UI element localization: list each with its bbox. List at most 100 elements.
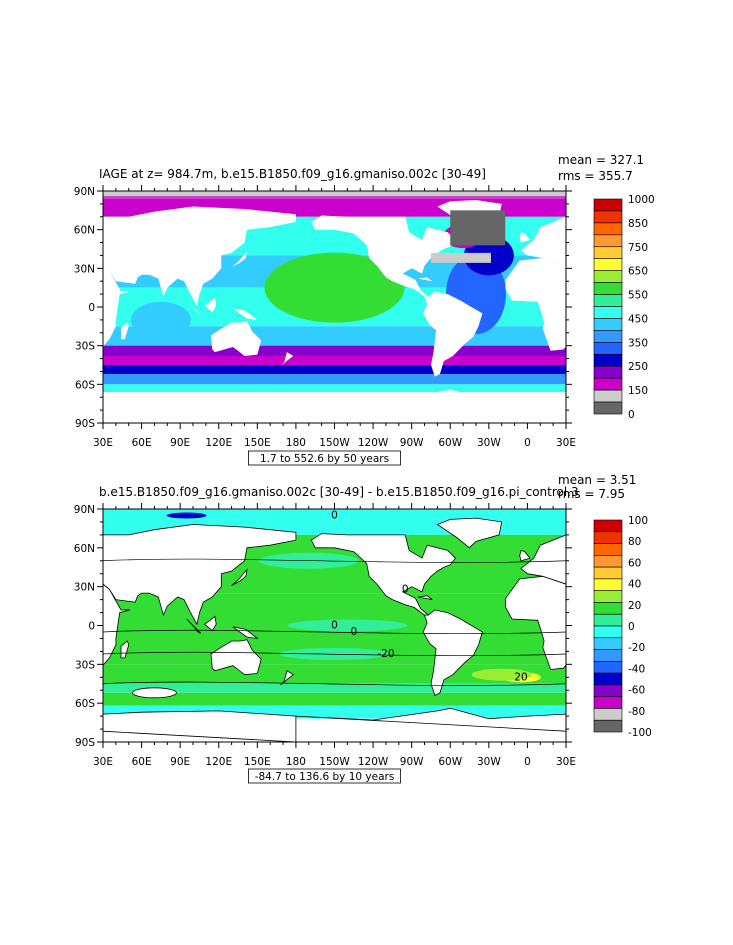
land-africa (505, 575, 566, 670)
ocean-band (103, 692, 566, 706)
x-tick-label: 30W (477, 437, 501, 449)
ocean-band (103, 365, 566, 375)
colorbar-label: 250 (628, 361, 648, 373)
ocean-band (103, 355, 566, 365)
colorbar-swatch (593, 719, 623, 733)
colorbar-label: 20 (628, 600, 641, 612)
x-tick-label: 90W (400, 437, 424, 449)
land-borneo (668, 298, 680, 312)
x-tick-label: 150E (244, 756, 271, 768)
colorbar-swatch (593, 294, 623, 307)
land-japan (695, 570, 710, 586)
colorbar-label: 0 (628, 409, 635, 421)
land-samerica (0, 292, 19, 377)
ocean-band (103, 345, 566, 356)
y-tick-label: 90S (75, 737, 95, 749)
contour-line (103, 558, 566, 563)
land-australia (674, 321, 724, 356)
x-tick-label: 30E (93, 437, 113, 449)
arctic-negative (166, 512, 207, 519)
y-tick-label: 30S (75, 341, 95, 353)
land-samerica (0, 610, 19, 695)
colorbar-swatch (593, 401, 623, 415)
y-tick-label: 60N (74, 225, 95, 237)
y-tick-label: 30S (75, 659, 95, 671)
land-greenland (0, 518, 39, 548)
arctic-gray (103, 191, 566, 197)
land-newguinea (696, 627, 720, 639)
y-tick-label: 0 (88, 302, 95, 314)
land-newguinea (232, 626, 259, 639)
y-tick-label: 30N (74, 582, 95, 594)
land-borneo (204, 298, 217, 313)
ocean-band (103, 374, 566, 385)
colorbar-swatch (593, 210, 623, 224)
x-tick-label: 60E (132, 437, 152, 449)
land-samerica (422, 609, 483, 696)
land-africa (103, 265, 130, 347)
colorbar-swatch (593, 708, 623, 721)
colorbar-swatch (593, 555, 623, 568)
mean-stat: mean = 327.1 (558, 153, 644, 167)
colorbar-swatch (593, 258, 623, 271)
land-borneo (668, 616, 680, 630)
range-note: 1.7 to 552.6 by 50 years (260, 453, 389, 465)
land-australia (210, 639, 262, 676)
gray-region (430, 252, 491, 263)
land-greenland (0, 200, 39, 230)
contour-label: 0 (350, 626, 357, 638)
land-madagascar (121, 322, 129, 340)
land-antarctica (103, 710, 297, 742)
colorbar-label: 60 (628, 557, 641, 569)
x-tick-label: 150E (244, 437, 271, 449)
colorbar-swatch (593, 661, 623, 674)
colorbar-swatch (593, 672, 623, 686)
colorbar-label: 450 (628, 313, 648, 325)
contour-line (103, 629, 566, 635)
chart-title: b.e15.B1850.f09_g16.gmaniso.002c [30-49]… (99, 485, 579, 499)
x-tick-label: 60W (438, 437, 462, 449)
colorbar-swatch (593, 365, 623, 379)
colorbar-swatch (593, 637, 623, 650)
y-tick-label: 90N (74, 186, 95, 198)
colorbar-label: 80 (628, 536, 641, 548)
colorbar-label: 650 (628, 266, 648, 278)
x-tick-label: 150W (319, 756, 350, 768)
x-tick-label: 120W (358, 756, 389, 768)
land-japan (695, 252, 710, 267)
x-tick-label: 120W (358, 437, 389, 449)
land-madagascar (120, 640, 130, 659)
indian-ocean-water (130, 301, 191, 338)
colorbar-label: 1000 (628, 194, 655, 206)
rms-stat: rms = 355.7 (558, 169, 633, 183)
colorbar-label: 0 (628, 621, 635, 633)
contour-line (103, 651, 566, 657)
colorbar-swatch (593, 234, 623, 248)
land-madagascar (584, 323, 592, 340)
colorbar-label: 150 (628, 385, 648, 397)
colorbar-swatch (593, 198, 623, 212)
colorbar-swatch (593, 270, 623, 283)
equatorial-band (287, 619, 408, 632)
x-tick-label: 120E (205, 756, 232, 768)
land-sumatra (186, 618, 201, 634)
y-tick-label: 60N (74, 543, 95, 555)
land-uk (57, 232, 67, 242)
contour-label: 0 (331, 620, 338, 632)
land-borneo (203, 615, 217, 632)
land-cuba (418, 595, 433, 600)
x-tick-label: 30W (477, 756, 501, 768)
x-tick-label: 30E (556, 756, 576, 768)
contour-line (103, 681, 566, 686)
colorbar-swatch (593, 613, 623, 627)
colorbar-swatch (593, 282, 623, 295)
land-australia (674, 640, 724, 675)
colorbar-swatch (593, 377, 623, 391)
land-eurasia (103, 206, 296, 306)
map-field (0, 191, 724, 423)
land-madagascar (584, 641, 592, 658)
rms-stat: rms = 7.95 (558, 487, 625, 501)
colorbar-label: 40 (628, 579, 641, 591)
missing-greenland-sea (450, 210, 506, 246)
mean-stat: mean = 3.51 (558, 473, 636, 487)
